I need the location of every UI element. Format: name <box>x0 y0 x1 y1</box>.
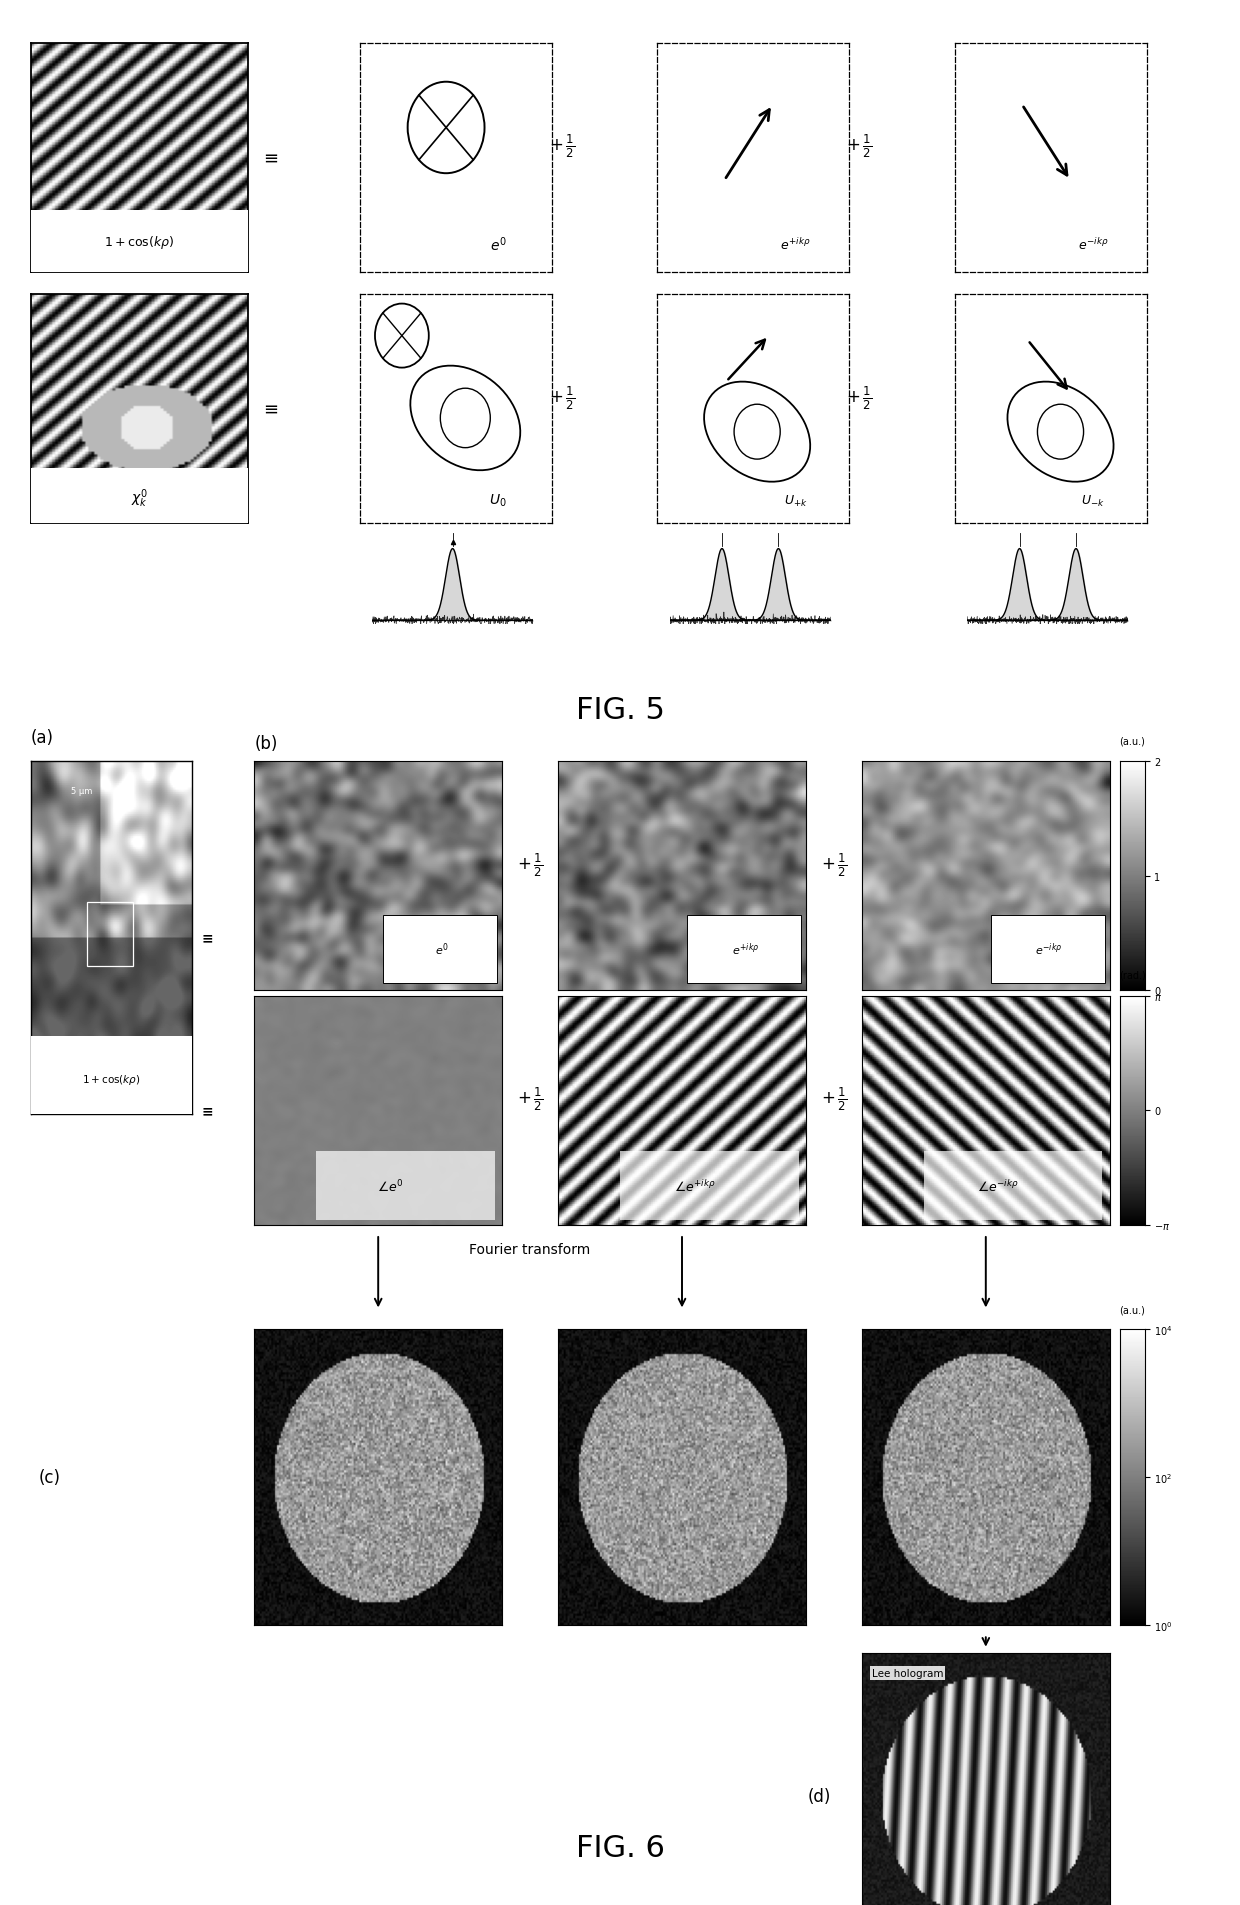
Text: $+\,\frac{1}{2}$: $+\,\frac{1}{2}$ <box>821 1086 847 1113</box>
Text: $1+\cos(k\rho)$: $1+\cos(k\rho)$ <box>104 234 175 251</box>
Text: $U_{+k}$: $U_{+k}$ <box>784 493 807 509</box>
Text: FIG. 6: FIG. 6 <box>575 1833 665 1863</box>
Bar <box>31 211 248 272</box>
Bar <box>991 914 1105 983</box>
Text: $e^{-ik\rho}$: $e^{-ik\rho}$ <box>1035 941 1063 958</box>
Bar <box>316 1153 495 1221</box>
Bar <box>87 903 133 966</box>
Text: $e^{-ik\rho}$: $e^{-ik\rho}$ <box>1078 236 1109 253</box>
Text: (d): (d) <box>807 1787 831 1806</box>
Text: (b): (b) <box>254 735 278 752</box>
Text: $+\,\frac{1}{2}$: $+\,\frac{1}{2}$ <box>549 385 574 411</box>
Text: ≡: ≡ <box>201 1103 213 1118</box>
Text: (c): (c) <box>38 1469 61 1486</box>
Text: $+\,\frac{1}{2}$: $+\,\frac{1}{2}$ <box>847 385 872 411</box>
Text: $+\,\frac{1}{2}$: $+\,\frac{1}{2}$ <box>517 1086 543 1113</box>
Text: $e^{0}$: $e^{0}$ <box>434 941 449 958</box>
Text: $+\,\frac{1}{2}$: $+\,\frac{1}{2}$ <box>847 133 872 160</box>
Text: Lee hologram: Lee hologram <box>872 1669 944 1678</box>
Text: ≡: ≡ <box>263 400 278 419</box>
Text: $+\,\frac{1}{2}$: $+\,\frac{1}{2}$ <box>549 133 574 160</box>
Text: $\angle e^{0}$: $\angle e^{0}$ <box>377 1177 404 1194</box>
Text: $+\,\frac{1}{2}$: $+\,\frac{1}{2}$ <box>517 852 543 878</box>
Text: $\chi_k^0$: $\chi_k^0$ <box>131 488 148 511</box>
Text: $+\,\frac{1}{2}$: $+\,\frac{1}{2}$ <box>821 852 847 878</box>
Bar <box>620 1153 799 1221</box>
Text: $\angle e^{-ik\rho}$: $\angle e^{-ik\rho}$ <box>977 1177 1019 1194</box>
Text: $1+\cos(k\rho)$: $1+\cos(k\rho)$ <box>82 1073 141 1086</box>
Text: $\angle e^{+ik\rho}$: $\angle e^{+ik\rho}$ <box>673 1177 715 1194</box>
Text: (rad.): (rad.) <box>1118 970 1146 981</box>
Bar <box>924 1153 1102 1221</box>
Bar <box>383 914 497 983</box>
Text: (a): (a) <box>31 730 55 747</box>
Text: ≡: ≡ <box>263 149 278 168</box>
Text: (a.u.): (a.u.) <box>1120 1305 1145 1314</box>
Text: ≡: ≡ <box>201 932 213 945</box>
Text: $U_{-k}$: $U_{-k}$ <box>1081 493 1105 509</box>
Bar <box>687 914 801 983</box>
Text: $e^{0}$: $e^{0}$ <box>490 236 506 253</box>
Bar <box>31 469 248 524</box>
Text: $e^{+ik\rho}$: $e^{+ik\rho}$ <box>732 941 759 958</box>
Text: $e^{+ik\rho}$: $e^{+ik\rho}$ <box>780 236 811 253</box>
Text: (a.u.): (a.u.) <box>1120 735 1145 747</box>
Text: FIG. 5: FIG. 5 <box>575 695 665 726</box>
Bar <box>31 1036 192 1114</box>
Text: $U_0$: $U_0$ <box>489 493 507 509</box>
Text: Fourier transform: Fourier transform <box>470 1242 590 1257</box>
Text: 5 μm: 5 μm <box>71 787 93 796</box>
